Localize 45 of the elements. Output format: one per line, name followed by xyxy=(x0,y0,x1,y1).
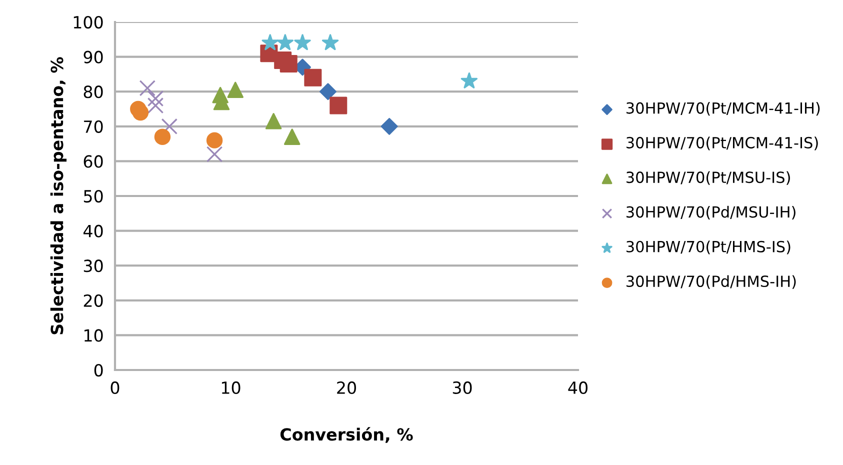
point xyxy=(132,104,149,121)
x-tick-label: 20 xyxy=(337,381,356,394)
x-axis-title: Conversión, % xyxy=(280,427,413,443)
point xyxy=(380,118,398,135)
y-tick-label: 20 xyxy=(84,294,103,307)
point xyxy=(284,128,300,145)
point xyxy=(139,80,156,96)
point xyxy=(147,90,164,107)
y-tick-label: 50 xyxy=(84,190,103,203)
legend-label: 30HPW/70(Pt/MCM-41-IH) xyxy=(626,102,820,116)
legend-label: 30HPW/70(Pd/HMS-IH) xyxy=(626,275,796,289)
point xyxy=(147,97,164,114)
y-tick-label: 90 xyxy=(84,50,103,64)
legend-label: 30HPW/70(Pt/MSU-IS) xyxy=(626,171,790,185)
point xyxy=(460,72,478,88)
legend-label: 30HPW/70(Pd/MSU-IH) xyxy=(626,206,796,220)
point xyxy=(294,34,311,50)
point xyxy=(280,55,298,73)
point xyxy=(320,83,336,100)
point xyxy=(161,118,178,135)
y-tick-label: 60 xyxy=(84,155,103,168)
y-tick-label: 70 xyxy=(84,120,103,133)
y-tick-label: 10 xyxy=(84,329,103,342)
point xyxy=(227,82,244,98)
x-tick-label: 30 xyxy=(452,381,472,394)
legend-label: 30HPW/70(Pt/HMS-IS) xyxy=(626,240,790,254)
x-tick-label: 40 xyxy=(568,381,588,394)
point xyxy=(330,96,348,114)
y-tick-label: 100 xyxy=(74,16,103,29)
y-tick-label: 30 xyxy=(84,260,103,272)
point xyxy=(262,34,278,50)
legend-label: 30HPW/70(Pt/MCM-41-IS) xyxy=(626,136,818,150)
y-tick-label: 40 xyxy=(83,224,103,238)
point xyxy=(206,146,223,162)
point xyxy=(154,128,171,145)
x-tick-label: 10 xyxy=(222,381,240,394)
point xyxy=(304,68,322,86)
y-tick-label: 80 xyxy=(84,86,103,98)
point xyxy=(206,132,223,148)
point xyxy=(322,34,339,50)
point xyxy=(276,34,294,50)
y-axis-title: Selectividad a iso-pentano, % xyxy=(50,57,67,334)
point xyxy=(265,113,282,130)
y-tick-label: 0 xyxy=(94,364,103,377)
x-tick-label: 0 xyxy=(110,381,120,394)
